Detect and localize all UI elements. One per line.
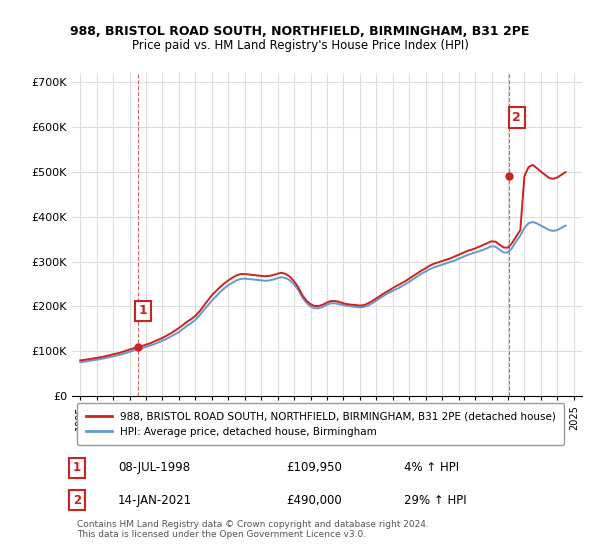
Text: 08-JUL-1998: 08-JUL-1998 <box>118 461 190 474</box>
Text: 988, BRISTOL ROAD SOUTH, NORTHFIELD, BIRMINGHAM, B31 2PE: 988, BRISTOL ROAD SOUTH, NORTHFIELD, BIR… <box>70 25 530 38</box>
Text: 4% ↑ HPI: 4% ↑ HPI <box>404 461 458 474</box>
Text: 1: 1 <box>139 305 148 318</box>
Legend: 988, BRISTOL ROAD SOUTH, NORTHFIELD, BIRMINGHAM, B31 2PE (detached house), HPI: : 988, BRISTOL ROAD SOUTH, NORTHFIELD, BIR… <box>77 403 564 445</box>
Text: 2: 2 <box>512 111 521 124</box>
Text: 1: 1 <box>73 461 81 474</box>
Text: Contains HM Land Registry data © Crown copyright and database right 2024.
This d: Contains HM Land Registry data © Crown c… <box>77 520 429 539</box>
Text: 14-JAN-2021: 14-JAN-2021 <box>118 494 192 507</box>
Text: £109,950: £109,950 <box>286 461 342 474</box>
Text: Price paid vs. HM Land Registry's House Price Index (HPI): Price paid vs. HM Land Registry's House … <box>131 39 469 52</box>
Text: 2: 2 <box>73 494 81 507</box>
Text: 29% ↑ HPI: 29% ↑ HPI <box>404 494 466 507</box>
Text: £490,000: £490,000 <box>286 494 342 507</box>
